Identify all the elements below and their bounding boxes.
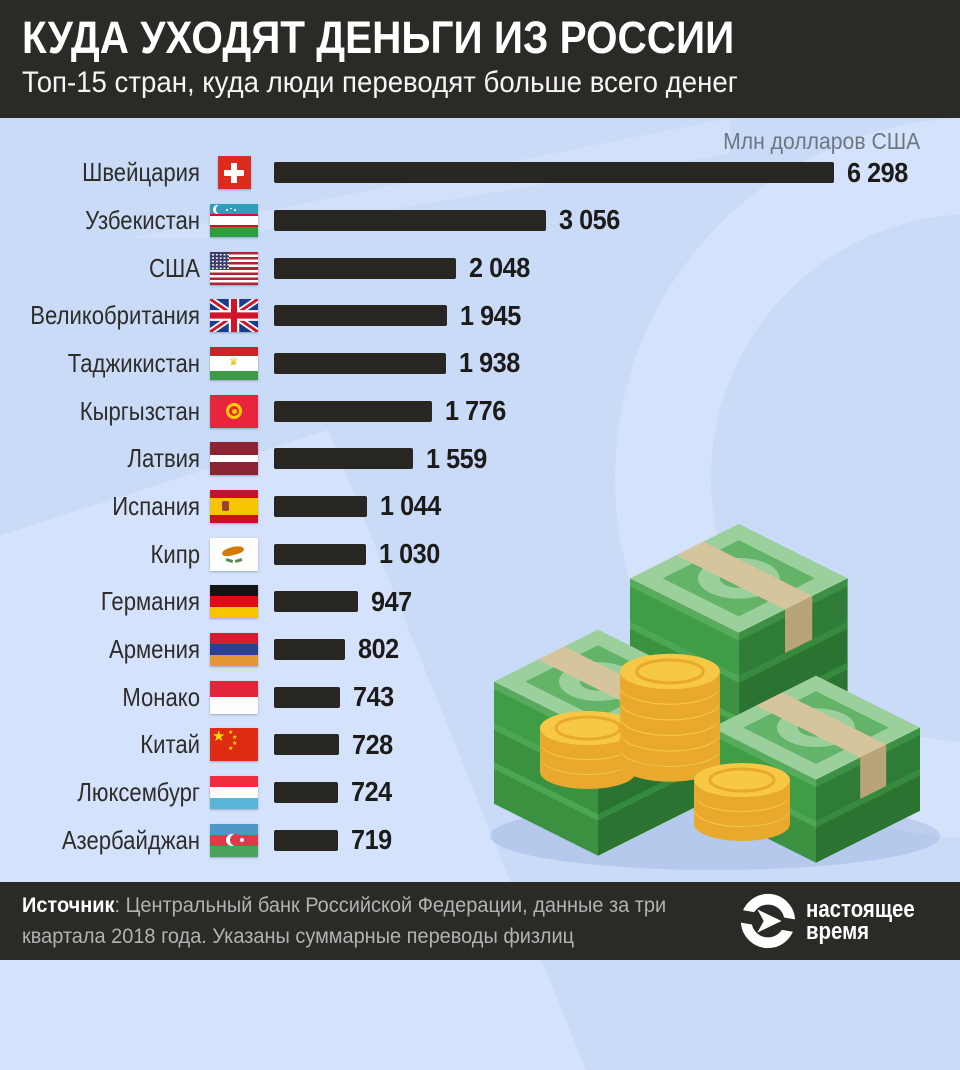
value-bar: [274, 162, 834, 184]
chart-row: Армения 802: [0, 626, 960, 674]
flag-azerbaijan-icon: [210, 823, 258, 857]
bar-chart: Швейцария 6 298 Узбекистан 3 056 США 2 0…: [0, 149, 960, 864]
chart-row: США 2 048: [0, 244, 960, 292]
country-label: Узбекистан: [85, 204, 200, 235]
value-label: 3 056: [559, 204, 620, 236]
country-label: Германия: [100, 586, 200, 617]
chart-row: Испания 1 044: [0, 483, 960, 531]
value-label: 1 945: [460, 299, 521, 331]
value-bar: [274, 829, 338, 851]
footer: Источник: Центральный банк Российской Фе…: [0, 882, 960, 960]
value-bar: [274, 591, 358, 613]
chart-row: Китай ★ ★ ★ ★ ★ 728: [0, 721, 960, 769]
country-label: Кыргызстан: [79, 395, 200, 426]
value-bar: [274, 352, 446, 374]
value-label: 802: [358, 633, 399, 665]
flag-armenia-icon: [210, 632, 258, 666]
country-label: Великобритания: [30, 300, 201, 331]
value-bar: [274, 686, 340, 708]
units-label: Млн долларов США: [722, 128, 920, 154]
chart-row: Люксембург 724: [0, 769, 960, 817]
country-label: Люксембург: [77, 776, 200, 807]
value-label: 6 298: [847, 156, 908, 188]
value-label: 947: [371, 585, 412, 617]
value-bar: [274, 781, 338, 803]
value-bar: [274, 543, 366, 565]
flag-monaco-icon: [210, 680, 258, 714]
chart-row: Кыргызстан 1 776: [0, 387, 960, 435]
chart-row: Азербайджан 719: [0, 816, 960, 864]
value-label: 719: [351, 824, 392, 856]
current-time-logo: настоящее время: [739, 892, 934, 950]
flag-cyprus-icon: [210, 537, 258, 571]
value-bar: [274, 448, 413, 470]
chart-row: Узбекистан 3 056: [0, 197, 960, 245]
country-label: Латвия: [127, 443, 200, 474]
country-label: Кипр: [150, 538, 200, 569]
flag-germany-icon: [210, 585, 258, 619]
logo-line2: время: [806, 918, 870, 945]
flag-china-icon: ★ ★ ★ ★ ★: [210, 728, 258, 762]
value-label: 724: [351, 776, 392, 808]
value-bar: [274, 734, 339, 756]
flag-latvia-icon: [210, 442, 258, 476]
chart-row: Швейцария 6 298: [0, 149, 960, 197]
country-label: Китай: [140, 729, 200, 760]
value-bar: [274, 400, 432, 422]
value-label: 1 938: [459, 347, 520, 379]
value-bar: [274, 495, 367, 517]
value-label: 743: [353, 681, 394, 713]
value-label: 728: [352, 728, 393, 760]
chart-row: Таджикистан ♛ 1 938: [0, 340, 960, 388]
country-label: Швейцария: [82, 157, 200, 188]
source-text: Источник: Центральный банк Российской Фе…: [22, 893, 667, 949]
chart-row: Германия 947: [0, 578, 960, 626]
logo-line1: настоящее: [806, 895, 915, 923]
flag-spain-icon: [210, 489, 258, 523]
chart-row: Великобритания 1 945: [0, 292, 960, 340]
value-bar: [274, 305, 447, 327]
page-subtitle: Топ-15 стран, куда люди переводят больше…: [22, 66, 738, 99]
current-time-logo-icon: [739, 893, 798, 949]
value-bar: [274, 209, 546, 231]
chart-row: Латвия 1 559: [0, 435, 960, 483]
page-title: КУДА УХОДЯТ ДЕНЬГИ ИЗ РОССИИ: [22, 12, 735, 63]
value-label: 1 044: [380, 490, 441, 522]
header: КУДА УХОДЯТ ДЕНЬГИ ИЗ РОССИИ Топ-15 стра…: [0, 0, 960, 118]
country-label: Таджикистан: [67, 347, 200, 378]
value-label: 1 030: [379, 538, 440, 570]
value-label: 1 559: [426, 442, 487, 474]
value-label: 2 048: [469, 252, 530, 284]
chart-row: Монако 743: [0, 673, 960, 721]
flag-luxembourg-icon: [210, 775, 258, 809]
flag-kyrgyzstan-icon: [210, 394, 258, 428]
country-label: Монако: [122, 681, 200, 712]
value-label: 1 776: [445, 395, 506, 427]
logo-text: настоящее время: [806, 895, 915, 945]
flag-tajikistan-icon: ♛: [210, 346, 258, 380]
country-label: США: [149, 252, 200, 283]
chart-row: Кипр 1 030: [0, 530, 960, 578]
value-bar: [274, 257, 456, 279]
flag-uzbekistan-icon: [210, 203, 258, 237]
country-label: Азербайджан: [61, 824, 201, 855]
money-stacks-illustration: [490, 523, 940, 870]
value-bar: [274, 638, 345, 660]
country-label: Испания: [112, 490, 200, 521]
source-label: Источник: [22, 893, 115, 917]
flag-switzerland-icon: [210, 156, 258, 190]
flag-uk-icon: [210, 299, 258, 333]
flag-usa-icon: [210, 251, 258, 285]
country-label: Армения: [108, 633, 200, 664]
